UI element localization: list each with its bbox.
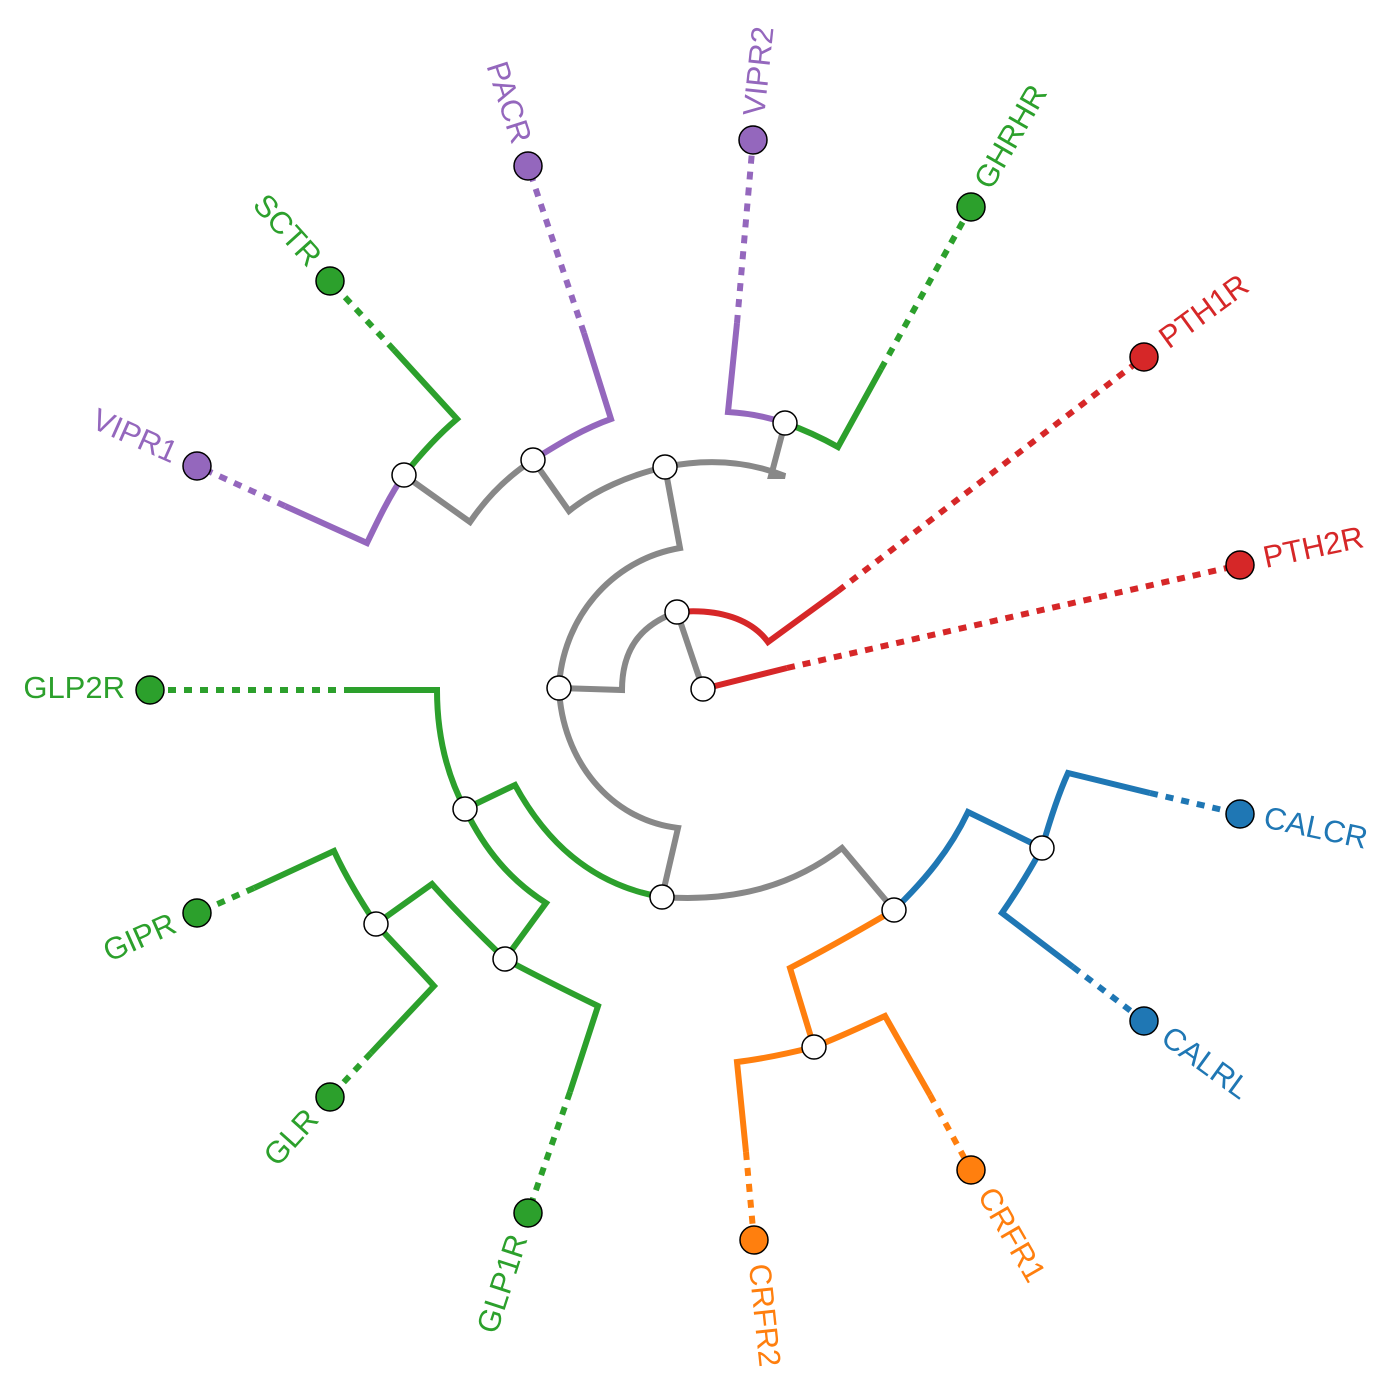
internal-node — [363, 911, 389, 937]
leaf-tip-pacr — [513, 151, 543, 181]
branch-glp1r — [503, 956, 602, 1093]
leaf-label-glp1r: GLP1R — [470, 1230, 535, 1338]
internal-node — [391, 462, 417, 488]
branch-gipr — [252, 847, 379, 926]
leaf-label-gipr: GIPR — [98, 906, 181, 969]
branch-calrl — [997, 846, 1075, 970]
leaf-tip-crfr1 — [956, 1155, 986, 1185]
branch-upper-to-left — [402, 455, 666, 527]
leaf-label-pth1r: PTH1R — [1152, 267, 1255, 355]
branch-lower-to-gclade — [463, 781, 663, 900]
leaf-tip-ghrhr — [956, 192, 986, 222]
leaf-label-crfr1: CRFR1 — [971, 1181, 1053, 1288]
internal-node — [452, 796, 478, 822]
leaf-label-pacr: PACR — [480, 57, 539, 148]
branch-pacr — [531, 332, 615, 463]
leaf-tip-calrl — [1129, 1006, 1159, 1036]
branch-vipr2 — [724, 322, 786, 426]
leaf-label-calrl: CALRL — [1155, 1019, 1256, 1106]
leaf-tip-sctr — [315, 266, 345, 296]
internal-node — [881, 897, 907, 923]
dash-pth1r — [836, 354, 1146, 594]
leaf-tips — [135, 125, 1255, 1255]
branch-root-to-lower — [556, 687, 682, 898]
dash-glp1r — [525, 1091, 573, 1214]
internal-node — [652, 454, 678, 480]
internal-node — [546, 675, 572, 701]
branch-calcr — [1039, 769, 1151, 849]
leaf-label-sctr: SCTR — [246, 187, 328, 273]
branch-lower-to-calcrl — [661, 843, 897, 912]
leaf-tip-vipr1 — [182, 451, 212, 481]
leaf-tip-gipr — [182, 898, 212, 928]
leaf-label-vipr2: VIPR2 — [736, 25, 780, 118]
branch-crfr2 — [733, 1044, 815, 1153]
leaf-tip-crfr2 — [739, 1225, 769, 1255]
dash-vipr2 — [734, 139, 756, 324]
internal-node — [801, 1034, 827, 1060]
leaf-tip-vipr2 — [738, 125, 768, 155]
orange-clade — [733, 907, 974, 1241]
dash-pth2r — [786, 562, 1241, 671]
leaf-tip-glp1r — [513, 1198, 543, 1228]
internal-node — [649, 884, 675, 910]
internal-node — [772, 410, 798, 436]
leaf-label-vipr1: VIPR1 — [87, 401, 183, 469]
leaf-label-pth2r: PTH2R — [1260, 519, 1367, 574]
backbone-branches — [402, 422, 897, 912]
branch-glr — [368, 921, 439, 1056]
branch-to-calcr-node — [891, 807, 1044, 913]
internal-node — [492, 946, 518, 972]
leaf-tip-glr — [315, 1082, 345, 1112]
internal-node — [1029, 835, 1055, 861]
leaf-label-ghrhr: GHRHR — [967, 79, 1054, 195]
leaf-tip-pth1r — [1129, 342, 1159, 372]
red-clade — [676, 354, 1241, 692]
blue-clade — [891, 769, 1241, 1024]
branch-root-to-upper — [556, 466, 684, 689]
branch-pth2r — [702, 665, 788, 692]
branch-to-glp1r-node — [462, 807, 551, 961]
internal-node — [664, 599, 690, 625]
internal-node — [690, 676, 716, 702]
branch-sctr — [391, 347, 462, 477]
branch-to-crfr-node — [786, 907, 896, 1048]
branch-crfr1 — [812, 1012, 933, 1097]
leaf-label-glr: GLR — [257, 1102, 326, 1173]
leaf-label-calcr: CALCR — [1261, 800, 1371, 856]
leaf-label-crfr2: CRFR2 — [742, 1262, 788, 1368]
upper-clades — [195, 139, 974, 547]
leaf-tip-glp2r — [135, 675, 165, 705]
branch-ghrhr — [784, 367, 884, 452]
leaf-tip-calcr — [1225, 799, 1255, 829]
branch-pth1r — [676, 588, 840, 647]
leaf-tip-pth2r — [1225, 550, 1255, 580]
leaf-label-glp2r: GLP2R — [23, 670, 125, 705]
dash-ghrhr — [878, 205, 974, 371]
branch-glp2r — [352, 687, 468, 811]
internal-node — [520, 447, 546, 473]
branch-upper-to-vipr2ghrhr — [664, 422, 788, 479]
dash-vipr1 — [195, 463, 287, 509]
internal-nodes — [363, 410, 1055, 1060]
dash-pacr — [525, 165, 587, 334]
branch-vipr1 — [283, 473, 407, 547]
